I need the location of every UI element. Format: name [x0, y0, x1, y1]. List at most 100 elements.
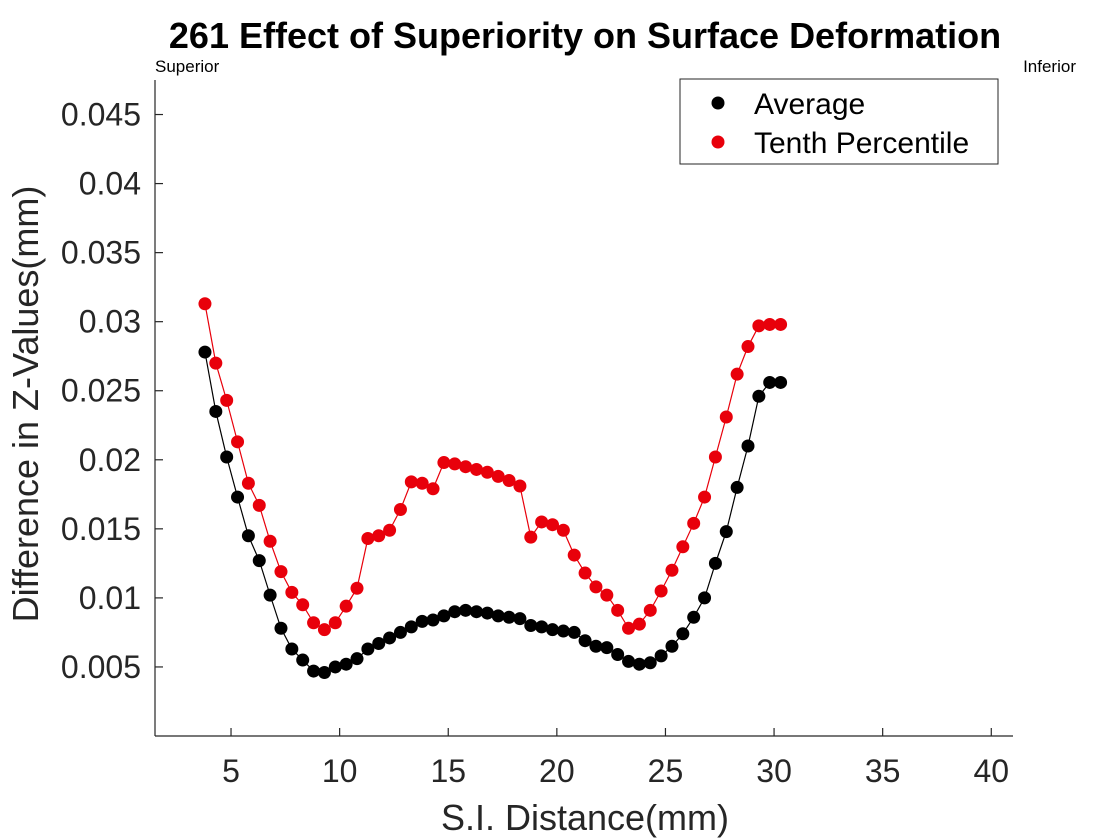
data-point-tenth-percentile: [535, 515, 549, 529]
data-point-tenth-percentile: [263, 534, 277, 548]
data-point-tenth-percentile: [589, 580, 603, 594]
x-tick-label: 35: [865, 753, 901, 789]
data-point-average: [198, 345, 212, 359]
data-point-tenth-percentile: [426, 482, 440, 496]
data-point-average: [752, 389, 766, 403]
legend-box: [679, 78, 999, 165]
data-point-average: [437, 609, 451, 623]
data-point-average: [252, 554, 266, 568]
y-tick-label: 0.005: [61, 649, 141, 685]
data-point-average: [231, 490, 245, 504]
data-point-tenth-percentile: [307, 616, 321, 630]
data-point-tenth-percentile: [296, 598, 310, 612]
data-point-average: [448, 605, 462, 619]
data-point-tenth-percentile: [676, 540, 690, 554]
data-point-average: [296, 653, 310, 667]
data-point-tenth-percentile: [469, 462, 483, 476]
data-point-tenth-percentile: [611, 603, 625, 617]
y-tick-label: 0.03: [79, 304, 141, 340]
data-point-average: [676, 627, 690, 641]
data-point-average: [350, 652, 364, 666]
data-point-tenth-percentile: [231, 435, 245, 449]
data-point-tenth-percentile: [480, 465, 494, 479]
data-point-average: [589, 639, 603, 653]
data-point-tenth-percentile: [774, 317, 788, 331]
data-point-tenth-percentile: [448, 457, 462, 471]
data-point-tenth-percentile: [383, 523, 397, 537]
data-point-tenth-percentile: [198, 297, 212, 311]
series-line-average: [204, 351, 781, 674]
data-point-tenth-percentile: [415, 476, 429, 490]
data-point-tenth-percentile: [632, 617, 646, 631]
data-point-tenth-percentile: [491, 469, 505, 483]
data-point-tenth-percentile: [404, 475, 418, 489]
data-point-average: [567, 625, 581, 639]
data-point-average: [524, 619, 538, 633]
data-point-average: [263, 588, 277, 602]
plot-area: [198, 297, 788, 679]
legend: Average Tenth Percentile: [679, 78, 999, 165]
x-tick-label: 15: [430, 753, 466, 789]
data-point-average: [328, 660, 342, 674]
data-point-average: [643, 656, 657, 670]
series-line-tenth-percentile: [204, 303, 781, 631]
data-point-tenth-percentile: [274, 565, 288, 579]
y-axis-title: Difference in Z-Values(mm): [5, 186, 46, 623]
data-point-tenth-percentile: [546, 518, 559, 532]
data-point-average: [426, 613, 440, 627]
data-point-average: [274, 621, 288, 635]
data-point-average: [578, 634, 592, 648]
data-point-average: [600, 641, 614, 655]
data-point-tenth-percentile: [687, 516, 701, 530]
data-point-average: [708, 556, 722, 570]
data-point-average: [404, 620, 418, 634]
legend-label-average: Average: [754, 88, 865, 121]
data-point-tenth-percentile: [372, 529, 386, 543]
legend-marker-tenth-percentile: [711, 135, 725, 149]
x-axis-title: S.I. Distance(mm): [441, 797, 729, 838]
chart-title: 261 Effect of Superiority on Surface Def…: [169, 15, 1001, 56]
data-point-tenth-percentile: [752, 319, 766, 333]
data-point-tenth-percentile: [567, 548, 581, 562]
data-point-tenth-percentile: [556, 523, 570, 537]
legend-label-tenth-percentile: Tenth Percentile: [754, 127, 969, 160]
data-point-tenth-percentile: [578, 566, 592, 580]
data-point-average: [469, 605, 483, 619]
data-point-average: [687, 610, 701, 624]
x-tick-label: 40: [973, 753, 1009, 789]
data-point-tenth-percentile: [665, 563, 679, 577]
data-point-tenth-percentile: [698, 490, 712, 504]
data-point-average: [241, 529, 255, 543]
data-point-average: [491, 609, 505, 623]
y-tick-label: 0.02: [79, 442, 141, 478]
data-point-average: [220, 450, 234, 464]
inferior-annotation: Inferior: [1023, 57, 1076, 76]
data-point-average: [665, 639, 679, 653]
data-point-tenth-percentile: [285, 585, 299, 599]
data-point-average: [535, 620, 549, 634]
data-point-tenth-percentile: [708, 450, 722, 464]
data-point-average: [546, 623, 559, 637]
axes: 5 10 15 20 25 30 35 40 0.005 0.01 0.015 0.02 0.025 0.…: [61, 80, 1013, 789]
y-tick-label: 0.015: [61, 511, 141, 547]
x-tick-label: 20: [539, 753, 575, 789]
data-point-tenth-percentile: [209, 356, 223, 370]
data-point-tenth-percentile: [502, 474, 516, 488]
data-point-average: [611, 648, 625, 662]
data-point-average: [502, 610, 516, 624]
y-tick-label: 0.045: [61, 97, 141, 133]
data-point-tenth-percentile: [719, 410, 733, 424]
data-point-tenth-percentile: [730, 367, 744, 381]
data-point-average: [654, 649, 668, 663]
data-point-average: [774, 375, 788, 389]
data-point-average: [285, 642, 299, 656]
data-point-tenth-percentile: [241, 476, 255, 490]
x-tick-label: 10: [322, 753, 358, 789]
data-point-tenth-percentile: [654, 584, 668, 598]
superior-annotation: Superior: [155, 57, 220, 76]
data-point-average: [317, 665, 331, 679]
data-point-tenth-percentile: [643, 603, 657, 617]
y-tick-label: 0.025: [61, 373, 141, 409]
data-point-tenth-percentile: [741, 340, 755, 354]
